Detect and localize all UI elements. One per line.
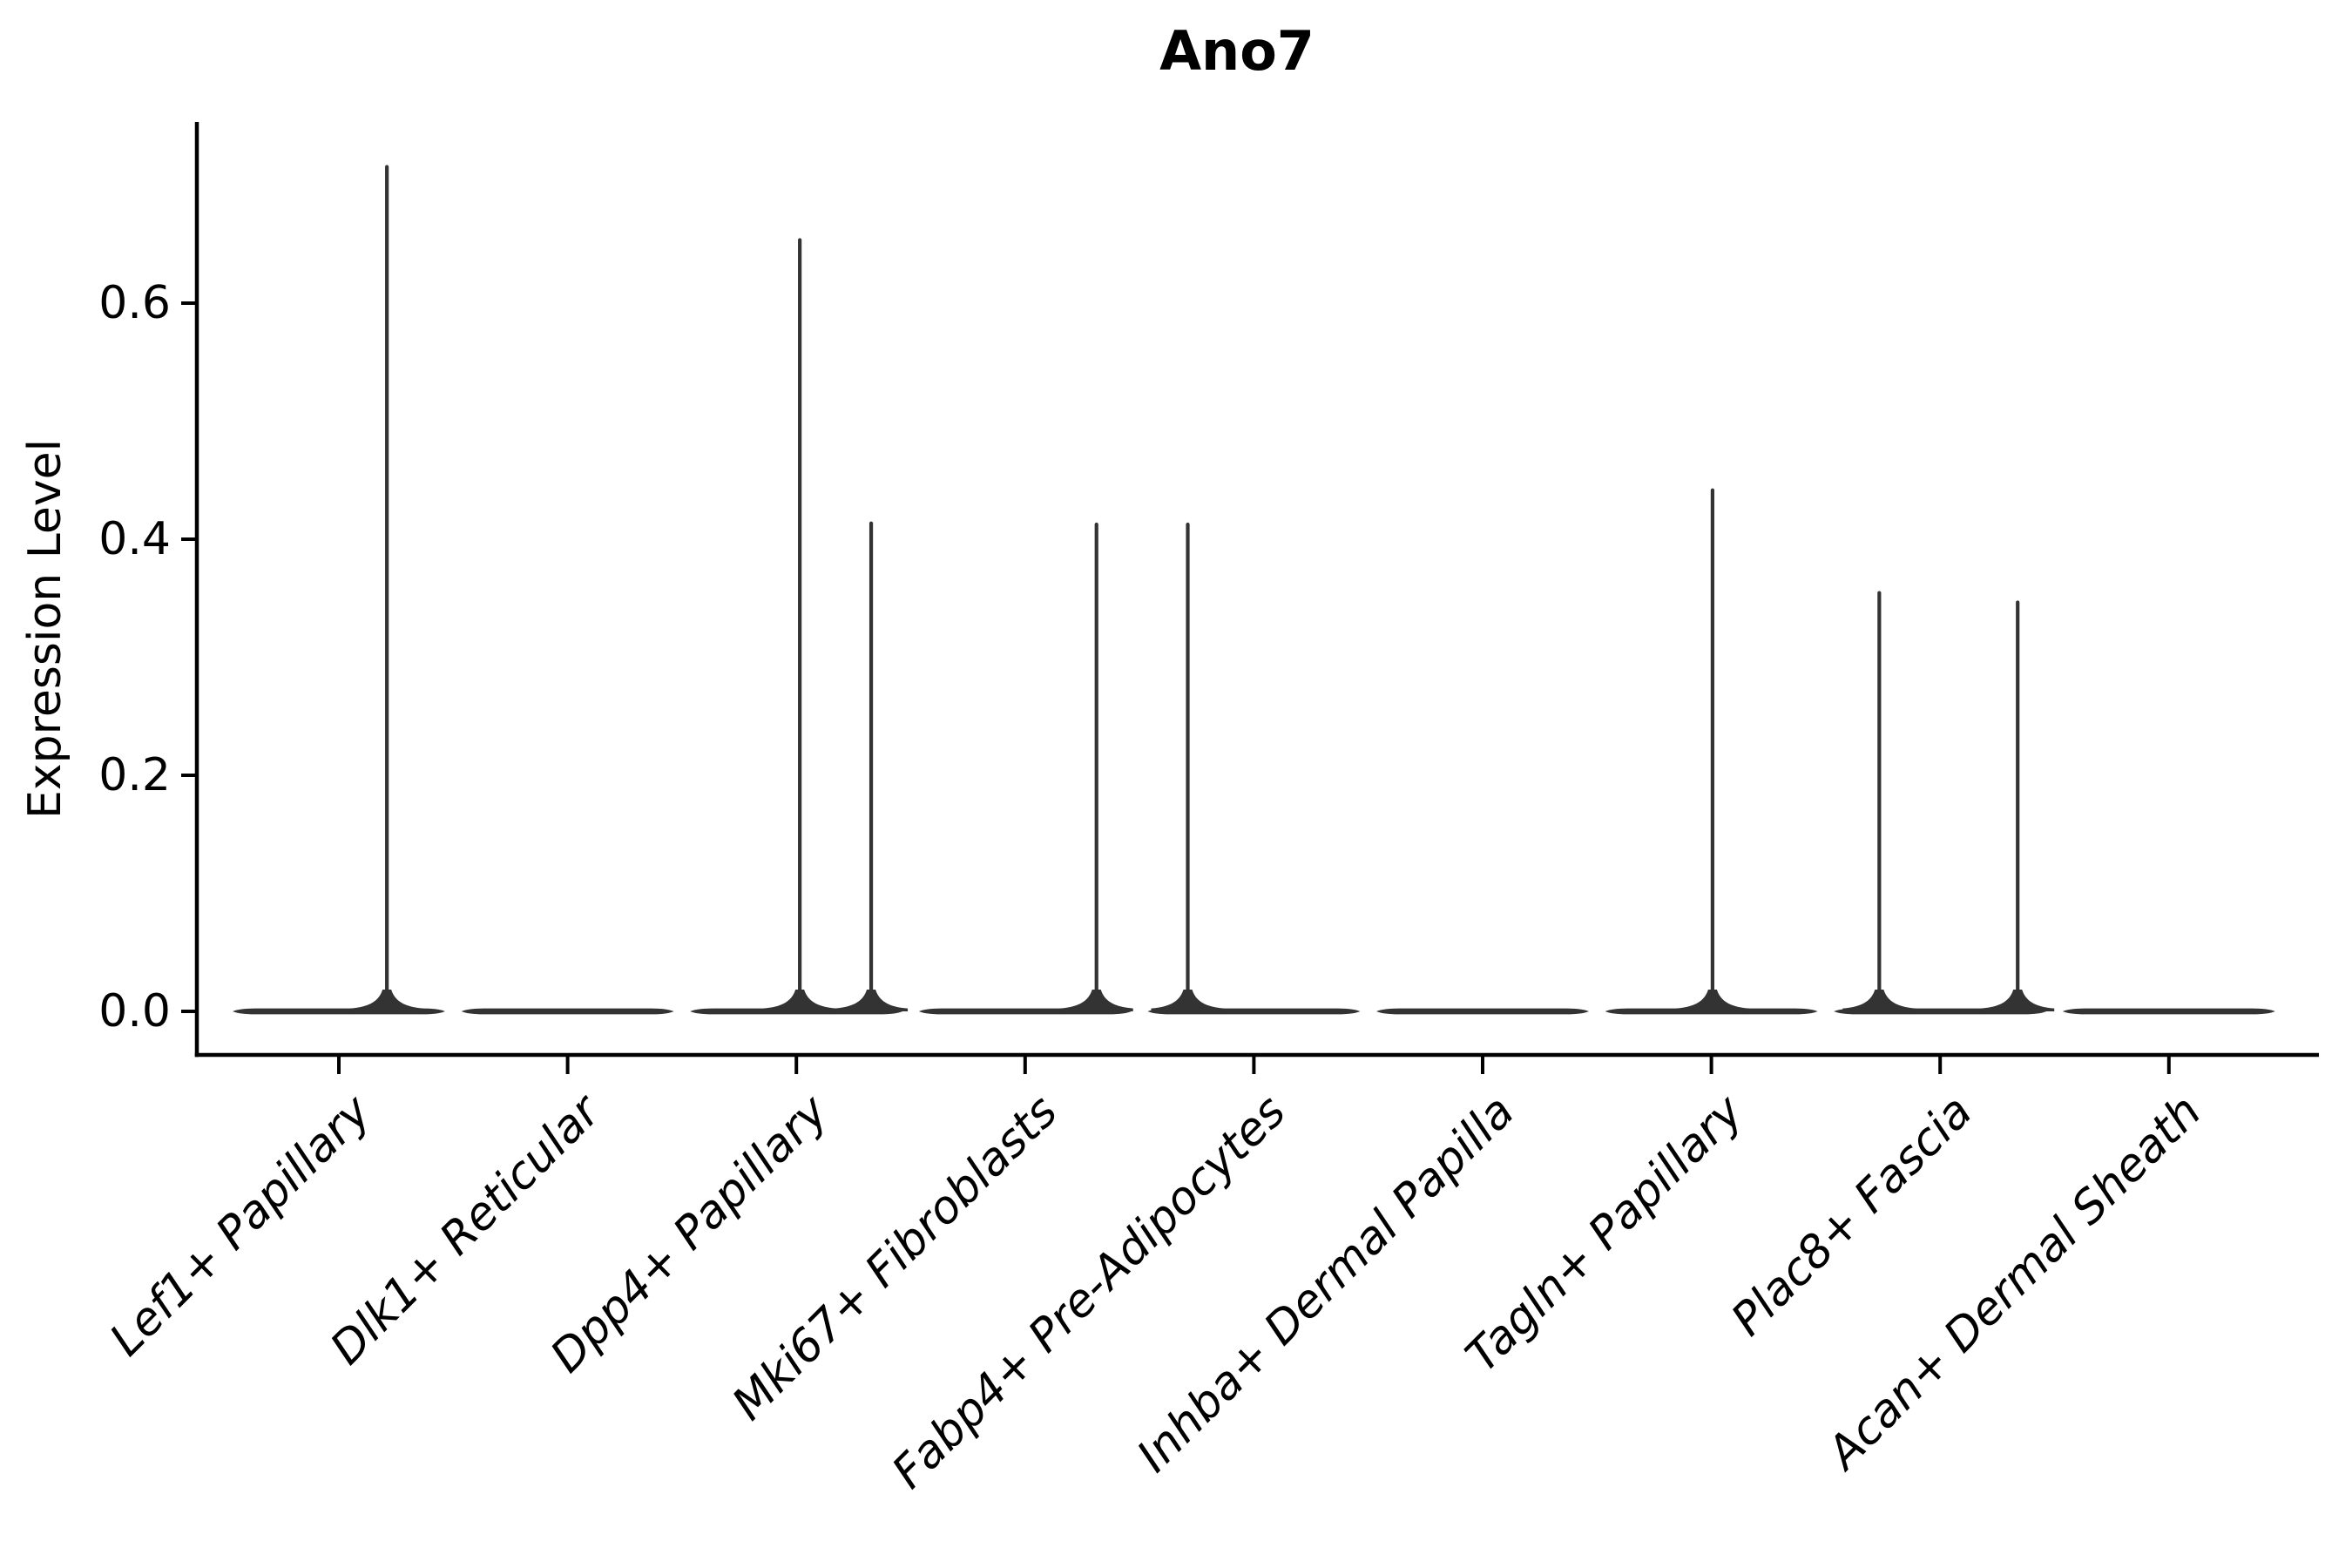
violin-spike-flare: [1151, 990, 1225, 1011]
y-tick-label: 0.2: [98, 749, 171, 801]
y-axis-label: Expression Level: [19, 438, 71, 820]
y-tick-label: 0.0: [98, 985, 171, 1037]
y-tick-label: 0.4: [98, 513, 171, 565]
violin-body: [461, 1008, 674, 1015]
violin-spike-flare: [1981, 990, 2055, 1011]
violin-spike-flare: [835, 990, 909, 1011]
violin-spike-flare: [1675, 990, 1749, 1011]
violin-body: [2062, 1008, 2275, 1015]
violin-spike-flare: [350, 990, 424, 1011]
violin-spike-flare: [763, 990, 837, 1011]
violin-spike-flare: [1059, 990, 1133, 1011]
chart-title: Ano7: [1159, 19, 1315, 83]
y-tick-label: 0.6: [98, 277, 171, 329]
violin-body: [1376, 1008, 1589, 1015]
violin-spike-flare: [1842, 990, 1916, 1011]
